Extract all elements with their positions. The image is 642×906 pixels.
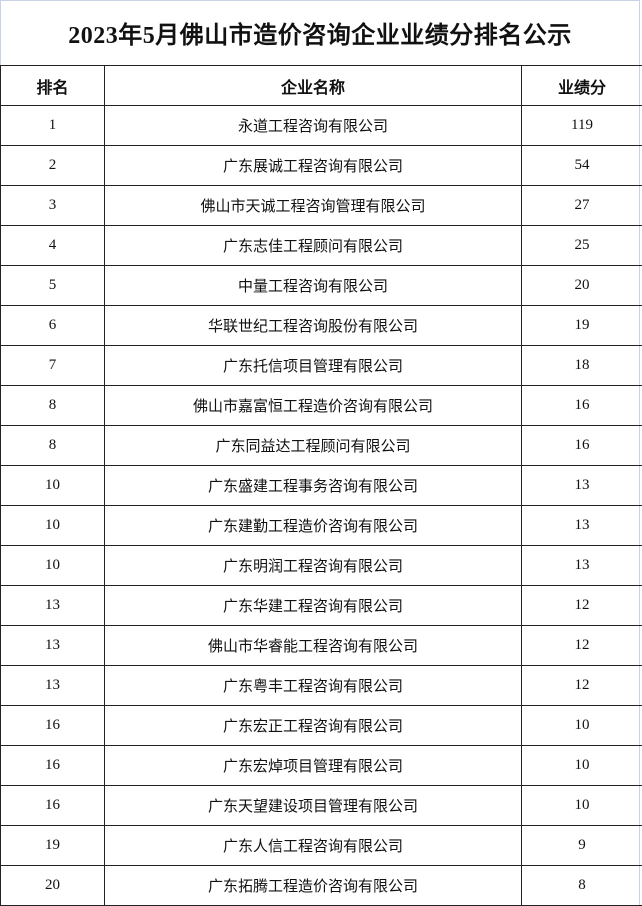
header-rank: 排名 xyxy=(1,66,105,106)
score-cell: 27 xyxy=(522,186,642,226)
rank-cell: 13 xyxy=(1,586,105,626)
company-cell: 广东拓腾工程造价咨询有限公司 xyxy=(105,866,522,906)
rank-cell: 10 xyxy=(1,506,105,546)
score-cell: 10 xyxy=(522,746,642,786)
score-cell: 13 xyxy=(522,546,642,586)
rank-cell: 3 xyxy=(1,186,105,226)
company-cell: 广东盛建工程事务咨询有限公司 xyxy=(105,466,522,506)
rank-cell: 13 xyxy=(1,626,105,666)
company-cell: 广东粤丰工程咨询有限公司 xyxy=(105,666,522,706)
rank-cell: 10 xyxy=(1,546,105,586)
score-cell: 13 xyxy=(522,466,642,506)
company-cell: 广东天望建设项目管理有限公司 xyxy=(105,786,522,826)
rank-cell: 16 xyxy=(1,786,105,826)
company-cell: 中量工程咨询有限公司 xyxy=(105,266,522,306)
company-cell: 佛山市嘉富恒工程造价咨询有限公司 xyxy=(105,386,522,426)
header-score: 业绩分 xyxy=(522,66,642,106)
score-cell: 19 xyxy=(522,306,642,346)
score-cell: 20 xyxy=(522,266,642,306)
rank-cell: 7 xyxy=(1,346,105,386)
rank-cell: 8 xyxy=(1,386,105,426)
score-cell: 12 xyxy=(522,626,642,666)
company-cell: 广东展诚工程咨询有限公司 xyxy=(105,146,522,186)
score-cell: 12 xyxy=(522,586,642,626)
rank-cell: 8 xyxy=(1,426,105,466)
score-cell: 9 xyxy=(522,826,642,866)
rank-cell: 2 xyxy=(1,146,105,186)
score-cell: 10 xyxy=(522,706,642,746)
score-cell: 10 xyxy=(522,786,642,826)
rank-cell: 6 xyxy=(1,306,105,346)
rank-cell: 20 xyxy=(1,866,105,906)
company-cell: 广东志佳工程顾问有限公司 xyxy=(105,226,522,266)
table-header-row: 排名 企业名称 业绩分 xyxy=(1,66,642,106)
score-cell: 54 xyxy=(522,146,642,186)
rank-cell: 13 xyxy=(1,666,105,706)
company-cell: 华联世纪工程咨询股份有限公司 xyxy=(105,306,522,346)
rank-cell: 10 xyxy=(1,466,105,506)
score-cell: 16 xyxy=(522,426,642,466)
company-cell: 广东建勤工程造价咨询有限公司 xyxy=(105,506,522,546)
rank-cell: 16 xyxy=(1,706,105,746)
score-cell: 119 xyxy=(522,106,642,146)
company-cell: 广东华建工程咨询有限公司 xyxy=(105,586,522,626)
company-cell: 永道工程咨询有限公司 xyxy=(105,106,522,146)
header-company: 企业名称 xyxy=(105,66,522,106)
score-cell: 13 xyxy=(522,506,642,546)
score-cell: 8 xyxy=(522,866,642,906)
score-cell: 12 xyxy=(522,666,642,706)
rank-cell: 19 xyxy=(1,826,105,866)
company-cell: 广东同益达工程顾问有限公司 xyxy=(105,426,522,466)
company-cell: 广东明润工程咨询有限公司 xyxy=(105,546,522,586)
score-cell: 18 xyxy=(522,346,642,386)
rank-cell: 4 xyxy=(1,226,105,266)
score-cell: 25 xyxy=(522,226,642,266)
rank-cell: 16 xyxy=(1,746,105,786)
company-cell: 佛山市天诚工程咨询管理有限公司 xyxy=(105,186,522,226)
rank-cell: 1 xyxy=(1,106,105,146)
company-cell: 佛山市华睿能工程咨询有限公司 xyxy=(105,626,522,666)
company-cell: 广东托信项目管理有限公司 xyxy=(105,346,522,386)
company-cell: 广东宏焯项目管理有限公司 xyxy=(105,746,522,786)
company-cell: 广东宏正工程咨询有限公司 xyxy=(105,706,522,746)
company-cell: 广东人信工程咨询有限公司 xyxy=(105,826,522,866)
score-cell: 16 xyxy=(522,386,642,426)
rank-cell: 5 xyxy=(1,266,105,306)
page-title: 2023年5月佛山市造价咨询企业业绩分排名公示 xyxy=(1,1,639,65)
